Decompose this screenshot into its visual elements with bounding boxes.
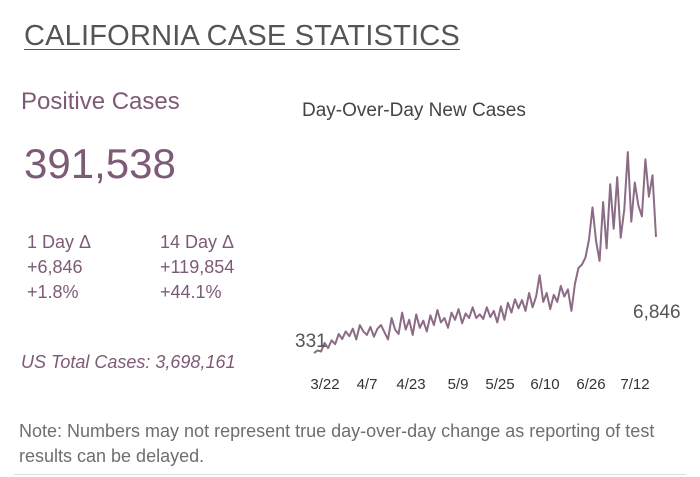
positive-cases-value: 391,538 [24, 140, 176, 187]
x-tick-label: 4/7 [357, 376, 378, 393]
x-tick-label: 6/26 [576, 376, 605, 393]
new-cases-line [313, 151, 657, 354]
x-axis-ticks: 3/22 4/7 4/23 5/9 5/25 6/10 6/26 7/12 [310, 376, 649, 393]
start-value-label: 331 [295, 331, 327, 352]
one-day-stats: 1 Day Δ +6,846 +1.8% [27, 230, 91, 305]
one-day-heading: 1 Day Δ [27, 232, 92, 252]
x-tick-label: 3/22 [310, 376, 339, 393]
us-total-cases: US Total Cases: 3,698,161 [21, 352, 236, 372]
positive-cases-label: Positive Cases [21, 88, 180, 115]
x-tick-label: 4/23 [396, 376, 425, 393]
x-tick-label: 5/9 [448, 376, 469, 393]
x-tick-label: 7/12 [620, 376, 649, 393]
fourteen-day-stats: 14 Day Δ +119,854 +44.1% [160, 230, 234, 305]
disclaimer-note: Note: Numbers may not represent true day… [19, 421, 655, 466]
fourteen-day-change: +119,854 [160, 257, 235, 277]
one-day-change: +6,846 [27, 257, 83, 277]
fourteen-day-heading: 14 Day Δ [160, 232, 235, 252]
chart-title: Day-Over-Day New Cases [302, 100, 526, 121]
divider [14, 474, 686, 475]
fourteen-day-percent: +44.1% [160, 282, 222, 302]
end-value-label: 6,846 [633, 302, 681, 323]
x-tick-label: 5/25 [485, 376, 514, 393]
one-day-percent: +1.8% [27, 282, 79, 302]
page-title: CALIFORNIA CASE STATISTICS [24, 20, 460, 52]
x-tick-label: 6/10 [530, 376, 559, 393]
